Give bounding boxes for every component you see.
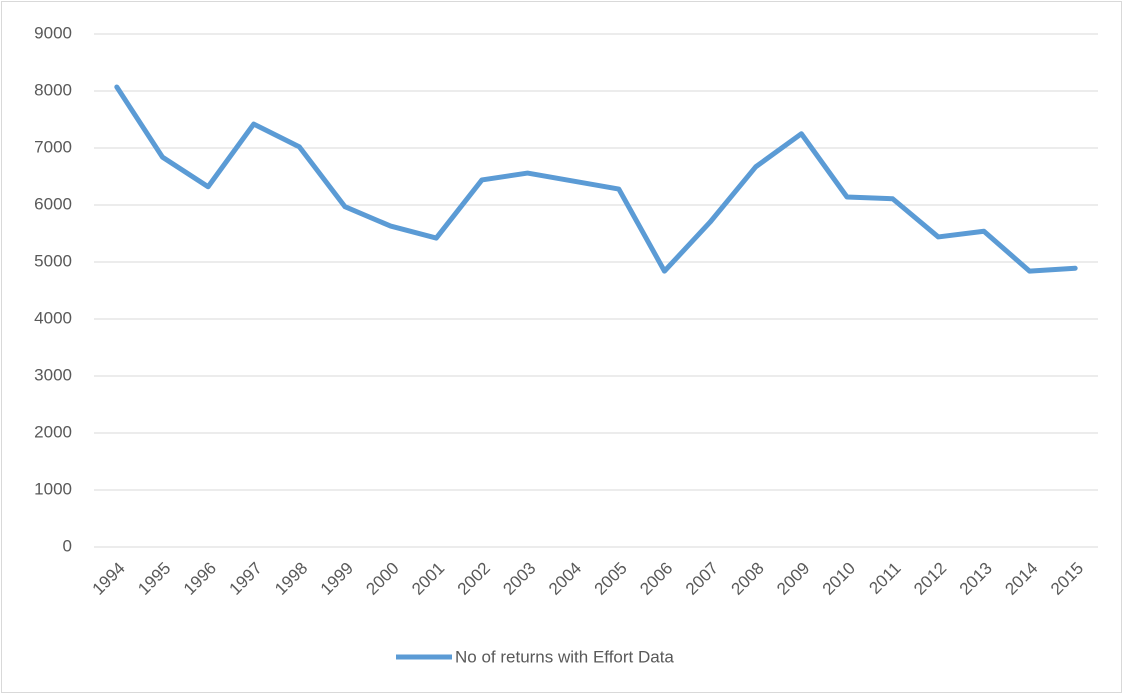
y-tick-label: 2000 — [34, 422, 72, 441]
y-tick-label: 5000 — [34, 251, 72, 270]
y-tick-label: 7000 — [34, 137, 72, 156]
y-tick-label: 0 — [63, 536, 72, 555]
legend-label: No of returns with Effort Data — [455, 647, 674, 666]
y-tick-label: 9000 — [34, 23, 72, 42]
line-series — [114, 84, 1078, 274]
y-tick-label: 8000 — [34, 80, 72, 99]
y-tick-label: 6000 — [34, 194, 72, 213]
y-tick-label: 1000 — [34, 479, 72, 498]
y-tick-label: 4000 — [34, 308, 72, 327]
y-tick-label: 3000 — [34, 365, 72, 384]
